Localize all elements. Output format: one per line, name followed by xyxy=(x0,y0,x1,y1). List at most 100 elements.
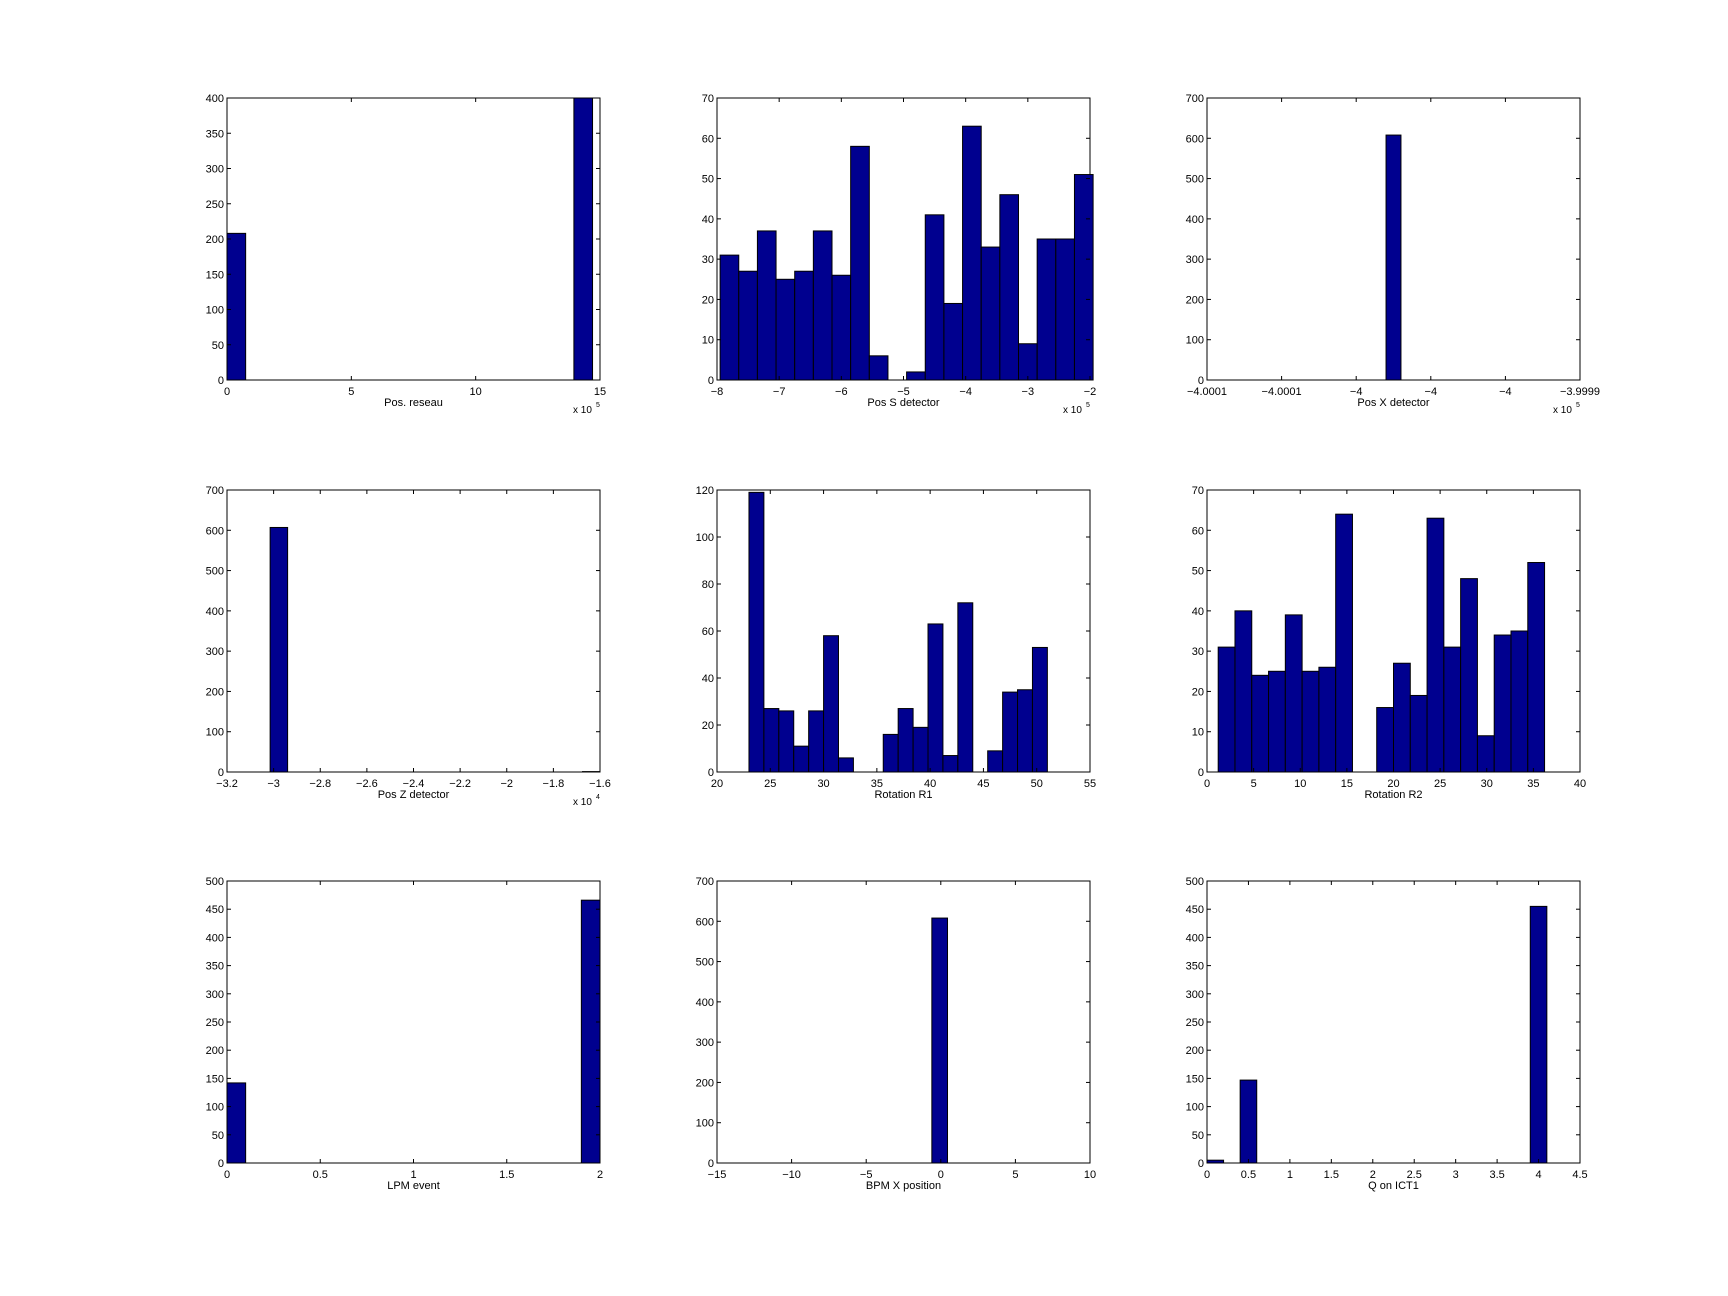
y-tick-label: 200 xyxy=(206,1045,224,1057)
histogram-bar xyxy=(1251,674,1270,773)
histogram-bar xyxy=(980,246,1001,381)
x-tick-label: 10 xyxy=(1084,1169,1096,1181)
subplot-2: −8 −7 −6 −5 −4 −3 −2 0 10 20 30 40 50 60 70 Pos S detec… xyxy=(702,93,1097,416)
x-tick-label: −2 xyxy=(1084,386,1097,398)
x-tick-label: −5 xyxy=(897,386,910,398)
x-tick-label: 25 xyxy=(1434,778,1446,790)
x-tick-label: 20 xyxy=(1387,778,1399,790)
x-axis-label: Pos S detector xyxy=(867,397,939,409)
x-tick-label: 0 xyxy=(224,1169,230,1181)
x-axis-multiplier: x 10 xyxy=(1063,405,1082,416)
y-tick-label: 40 xyxy=(1192,606,1204,618)
y-tick-label: 50 xyxy=(702,174,714,186)
y-tick-label: 100 xyxy=(1186,1102,1204,1114)
y-tick-label: 0 xyxy=(218,375,224,387)
y-tick-label: 50 xyxy=(212,340,224,352)
x-tick-label: 3 xyxy=(1453,1169,1459,1181)
y-tick-label: 50 xyxy=(1192,566,1204,578)
histogram-bar xyxy=(897,708,914,773)
y-tick-label: 500 xyxy=(1186,174,1204,186)
axes-frame xyxy=(226,489,601,773)
histogram-bar xyxy=(931,917,949,1164)
y-tick-label: 0 xyxy=(218,767,224,779)
y-tick-label: 200 xyxy=(206,234,224,246)
y-tick-label: 500 xyxy=(206,566,224,578)
x-tick-label: 1 xyxy=(410,1169,416,1181)
x-tick-label: −5 xyxy=(860,1169,873,1181)
y-tick-label: 0 xyxy=(218,1158,224,1170)
histogram-bar xyxy=(1284,614,1303,773)
y-tick-label: 40 xyxy=(702,673,714,685)
y-tick-label: 0 xyxy=(708,1158,714,1170)
histogram-bar xyxy=(580,899,601,1164)
x-tick-label: −4.0001 xyxy=(1262,386,1302,398)
y-tick-label: 600 xyxy=(206,525,224,537)
y-tick-label: 50 xyxy=(212,1130,224,1142)
histogram-bar xyxy=(1393,662,1411,773)
y-tick-label: 500 xyxy=(696,957,714,969)
x-tick-label: 3.5 xyxy=(1489,1169,1504,1181)
histogram-bar xyxy=(226,1082,247,1164)
y-tick-label: 400 xyxy=(696,997,714,1009)
x-tick-label: 0.5 xyxy=(1241,1169,1256,1181)
x-tick-label: 30 xyxy=(817,778,829,790)
x-axis-label: BPM X position xyxy=(866,1180,941,1192)
y-tick-label: 0 xyxy=(1198,1158,1204,1170)
y-tick-label: 600 xyxy=(1186,133,1204,145)
x-tick-label: 10 xyxy=(470,386,482,398)
histogram-bar xyxy=(1409,694,1428,773)
y-tick-label: 10 xyxy=(1192,727,1204,739)
histogram-bar xyxy=(812,230,833,381)
y-tick-label: 150 xyxy=(206,1073,224,1085)
y-tick-label: 350 xyxy=(206,961,224,973)
histogram-bar xyxy=(1376,707,1394,773)
subplot-9: 0 0.5 1 1.5 2 2.5 3 3.5 4 4.5 0 50 100 150 200 250 300 35… xyxy=(1186,876,1588,1192)
histogram-bar xyxy=(912,726,929,773)
histogram-bar xyxy=(748,491,765,773)
x-axis-multiplier-exponent: 4 xyxy=(596,794,600,801)
histogram-bar xyxy=(1318,666,1337,773)
x-tick-label: 0 xyxy=(1204,1169,1210,1181)
histogram-bar xyxy=(962,125,982,381)
y-tick-label: 350 xyxy=(1186,961,1204,973)
y-tick-label: 30 xyxy=(702,254,714,266)
histogram-bar xyxy=(831,274,852,381)
y-tick-label: 450 xyxy=(206,904,224,916)
histogram-bar xyxy=(775,278,796,381)
histogram-bar xyxy=(1055,238,1075,381)
y-tick-label: 300 xyxy=(206,989,224,1001)
y-tick-label: 50 xyxy=(1192,1130,1204,1142)
histogram-bar xyxy=(943,302,964,381)
y-tick-label: 60 xyxy=(702,133,714,145)
histogram-bar xyxy=(1301,670,1320,773)
y-tick-label: 20 xyxy=(1192,686,1204,698)
x-axis-label: Q on ICT1 xyxy=(1368,1180,1419,1192)
y-tick-label: 0 xyxy=(1198,767,1204,779)
x-tick-label: −6 xyxy=(835,386,848,398)
x-tick-label: 40 xyxy=(1574,778,1586,790)
x-tick-label: 0 xyxy=(224,386,230,398)
x-tick-label: −10 xyxy=(782,1169,801,1181)
histogram-bar xyxy=(269,526,289,773)
y-tick-label: 0 xyxy=(708,375,714,387)
subplot-6: 0 5 10 15 20 25 30 35 40 0 10 20 30 40 50 60 70 Rotation … xyxy=(1192,485,1586,801)
x-tick-label: 10 xyxy=(1294,778,1306,790)
y-tick-label: 400 xyxy=(206,606,224,618)
y-tick-label: 500 xyxy=(206,876,224,888)
x-axis-multiplier-exponent: 5 xyxy=(1086,402,1090,409)
histogram-bar xyxy=(837,757,854,773)
histogram-bar xyxy=(1335,513,1353,773)
y-tick-label: 500 xyxy=(1186,876,1204,888)
x-axis-label: Pos Z detector xyxy=(378,789,450,801)
x-axis-multiplier: x 10 xyxy=(573,405,592,416)
y-tick-label: 250 xyxy=(206,199,224,211)
y-tick-label: 400 xyxy=(206,93,224,105)
x-tick-label: 2.5 xyxy=(1407,1169,1422,1181)
y-tick-label: 100 xyxy=(206,305,224,317)
histogram-bar xyxy=(823,635,839,773)
histogram-bar xyxy=(808,710,825,773)
histogram-bar xyxy=(1529,905,1548,1164)
histogram-bar xyxy=(756,230,777,381)
